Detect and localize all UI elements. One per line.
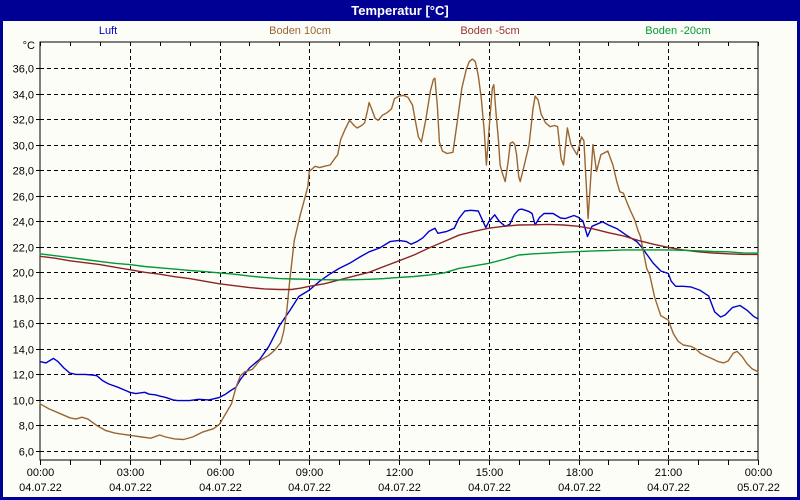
x-tick-date-label: 04.07.22	[647, 482, 690, 494]
x-tick-date-label: 04.07.22	[288, 482, 331, 494]
x-tick-time-label: 00:00	[27, 467, 55, 479]
x-tick-date-label: 05.07.22	[737, 482, 780, 494]
y-tick-label: 22,0	[13, 243, 34, 255]
legend-label-boden-10cm: Boden 10cm	[269, 25, 331, 37]
y-tick-label: 36,0	[13, 64, 34, 76]
legend-label-boden-5cm: Boden -5cm	[460, 25, 520, 37]
x-tick-date-label: 04.07.22	[199, 482, 242, 494]
chart-panel: Luft Boden 10cm Boden -5cm Boden -20cm 36,0…	[3, 21, 797, 497]
temperature-chart: 36,0 34,0 32,0 30,0 28,0 26,0 24,0 22,0 20,0 18,0…	[13, 40, 780, 494]
x-tick-time-label: 09:00	[296, 467, 324, 479]
series-line-luft	[39, 208, 759, 402]
y-tick-label: 20,0	[13, 268, 34, 280]
legend-label-boden-20cm: Boden -20cm	[645, 25, 711, 37]
y-tick-label: 14,0	[13, 345, 34, 357]
axis-labels: 36,0 34,0 32,0 30,0 28,0 26,0 24,0 22,0 20,0 18,0…	[13, 40, 780, 494]
y-tick-label: 32,0	[13, 115, 34, 127]
y-tick-label: 26,0	[13, 192, 34, 204]
x-tick-date-label: 04.07.22	[109, 482, 152, 494]
plot-border	[39, 41, 759, 461]
x-tick-time-label: 18:00	[566, 467, 594, 479]
y-tick-label: 24,0	[13, 217, 34, 229]
x-tick-time-label: 00:00	[745, 467, 773, 479]
window-titlebar: Temperatur [°C]	[0, 0, 800, 21]
y-tick-label: 16,0	[13, 319, 34, 331]
y-tick-label: 18,0	[13, 294, 34, 306]
x-tick-date-label: 04.07.22	[558, 482, 601, 494]
x-tick-time-label: 12:00	[386, 467, 414, 479]
window-title: Temperatur [°C]	[351, 3, 449, 18]
legend-label-luft: Luft	[98, 25, 118, 37]
y-tick-label: 12,0	[13, 370, 34, 382]
y-tick-label: 10,0	[13, 396, 34, 408]
x-tick-time-label: 15:00	[476, 467, 504, 479]
series-line-boden-10cm	[39, 58, 759, 441]
x-tick-time-label: 03:00	[117, 467, 145, 479]
y-tick-label: 6,0	[19, 447, 34, 459]
y-tick-label: 28,0	[13, 166, 34, 178]
chart-legend: Luft Boden 10cm Boden -5cm Boden -20cm	[3, 25, 797, 39]
series-line-boden-5cm	[39, 223, 759, 291]
y-axis-unit-label: °C	[23, 40, 35, 52]
y-tick-label: 8,0	[19, 421, 34, 433]
gridlines	[40, 42, 758, 460]
x-tick-time-label: 21:00	[655, 467, 683, 479]
axis-ticks	[36, 42, 759, 465]
x-tick-date-label: 04.07.22	[468, 482, 511, 494]
y-tick-label: 30,0	[13, 141, 34, 153]
x-tick-time-label: 06:00	[207, 467, 235, 479]
series-line-boden-20cm	[39, 249, 759, 281]
x-tick-date-label: 04.07.22	[19, 482, 62, 494]
x-tick-date-label: 04.07.22	[378, 482, 421, 494]
y-tick-label: 34,0	[13, 90, 34, 102]
